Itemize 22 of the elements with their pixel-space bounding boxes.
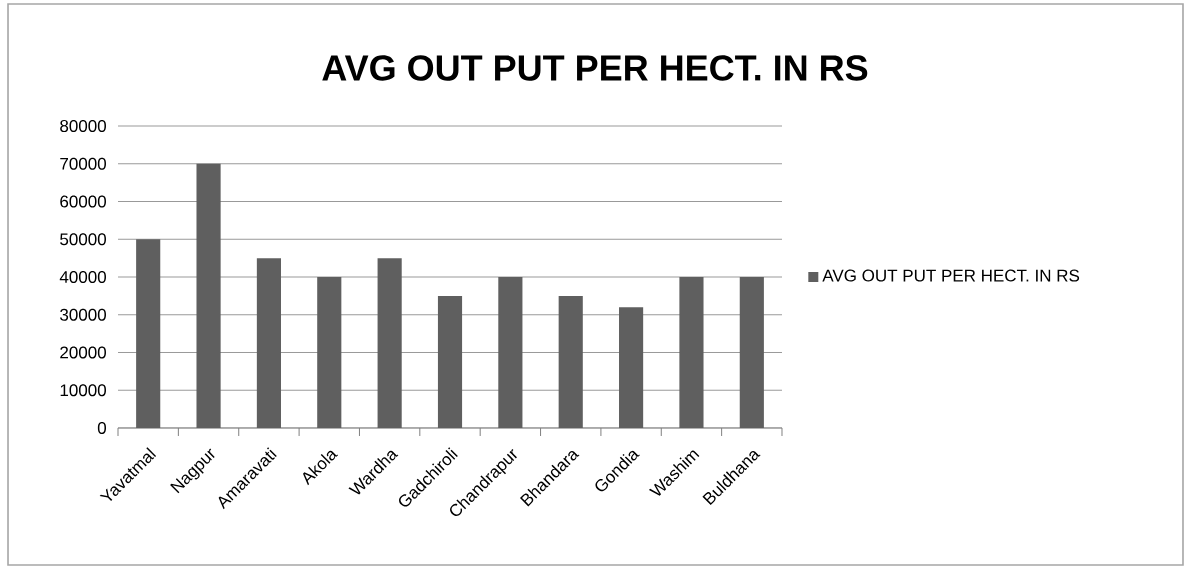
bar bbox=[437, 295, 463, 428]
bar bbox=[619, 307, 644, 428]
y-tick-label: 10000 bbox=[60, 384, 106, 397]
y-tick-label: 80000 bbox=[60, 120, 106, 133]
y-tick-label: 0 bbox=[97, 421, 107, 434]
y-tick-label: 30000 bbox=[60, 308, 106, 321]
bar bbox=[498, 277, 523, 428]
bar bbox=[196, 163, 221, 428]
bar bbox=[377, 258, 402, 428]
chart-title: AVG OUT PUT PER HECT. IN RS bbox=[322, 55, 868, 81]
y-tick-label: 60000 bbox=[60, 195, 106, 208]
y-tick-label: 20000 bbox=[60, 346, 106, 359]
bar bbox=[558, 295, 583, 428]
bar bbox=[136, 239, 161, 428]
y-tick-label: 70000 bbox=[60, 157, 106, 170]
y-tick-label: 40000 bbox=[59, 271, 106, 284]
bar bbox=[739, 277, 764, 428]
bar bbox=[679, 277, 704, 428]
bar bbox=[317, 277, 342, 428]
y-tick-label: 50000 bbox=[60, 233, 106, 246]
legend-label: AVG OUT PUT PER HECT. IN RS bbox=[822, 269, 1080, 282]
bar bbox=[256, 258, 281, 428]
